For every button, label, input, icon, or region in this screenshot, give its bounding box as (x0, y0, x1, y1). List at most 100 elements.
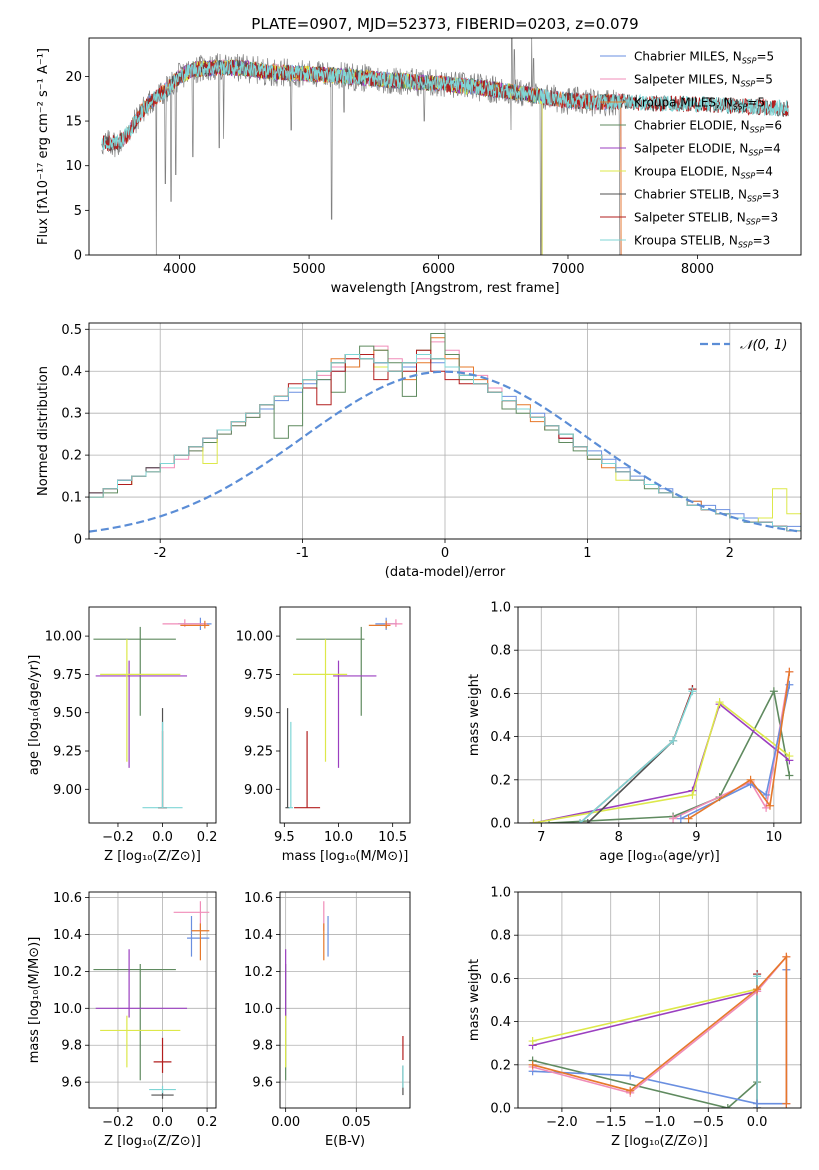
weight-vs-Z-grid (518, 891, 801, 1109)
weight-vs-Z-xtick-label: 0.0 (747, 1115, 768, 1130)
weight-vs-Z-point-marker (528, 1060, 537, 1069)
weight-vs-age-point-marker (688, 687, 697, 696)
residuals-xtick-label: 2 (726, 546, 734, 561)
mass-vs-EBV-grid (280, 892, 410, 1108)
age-vs-mass-xtick-label: 10.0 (324, 830, 353, 845)
spectrum-legend-label: Chabrier MILES, NSSP=5 (634, 50, 774, 66)
age-vs-mass-ytick-label: 9.25 (244, 745, 273, 760)
spectrum-legend-label: Kroupa MILES, NSSP=5 (634, 96, 765, 112)
residuals-ytick-label: 0 (74, 533, 82, 548)
mass-vs-Z-ytick-label: 10.4 (53, 928, 82, 943)
weight-vs-Z-point-marker (753, 972, 762, 981)
age-vs-mass-xtick-label: 9.5 (274, 830, 295, 845)
age-vs-mass-xlabel: mass [log₁₀(M/M⊙)] (282, 849, 409, 864)
weight-vs-age-point-marker (746, 775, 755, 784)
weight-vs-age-point-marker (762, 790, 771, 799)
mass-vs-EBV-ytick-label: 10.2 (244, 965, 273, 980)
spectrum-legend-subscript: SSP (750, 126, 765, 135)
spectrum-legend-subscript: SSP (742, 57, 757, 66)
mass-vs-Z-ytick-label: 10.0 (53, 1002, 82, 1017)
spectrum-legend-subscript: SSP (741, 172, 756, 181)
spectrum-xtick-label: 7000 (551, 262, 584, 277)
mass-vs-Z-ytick-label: 9.8 (61, 1039, 82, 1054)
weight-vs-Z-point-marker (782, 1099, 791, 1108)
spectrum-legend-subscript: SSP (748, 149, 763, 158)
weight-vs-Z-point-marker (723, 1104, 732, 1108)
age-vs-Z-panel: −0.2 0.0 0.2 9.00 9.25 9.50 9.75 10.00 Z [log₁₀(… (27, 617, 217, 864)
spectrum-legend-subscript: SSP (733, 103, 748, 112)
residuals-xlabel: (data-model)/error (385, 565, 506, 580)
residuals-panel: -2 -1 0 1 2 0 0.1 0.2 0.3 0.4 0.5 (data-model)/erro… (36, 323, 801, 580)
weight-vs-Z-point-marker (528, 1037, 537, 1046)
weight-vs-Z-ytick-label: 0.8 (490, 929, 511, 944)
weight-vs-age-ytick-label: 0.6 (490, 687, 511, 702)
residuals-gaussian-curve (89, 370, 801, 533)
weight-vs-age-plot-area (529, 667, 794, 823)
mass-vs-EBV-ytick-label: 9.6 (252, 1076, 273, 1091)
residuals-histogram (89, 354, 801, 532)
spectrum-legend: Chabrier MILES, NSSP=5 Salpeter MILES, NS… (600, 50, 782, 250)
mass-vs-Z-xtick-label: 0.2 (197, 1115, 218, 1130)
spectrum-legend-subscript: SSP (738, 241, 753, 250)
weight-vs-Z-ytick-label: 0.0 (490, 1102, 511, 1117)
weight-vs-Z-series-line (532, 988, 758, 1042)
weight-vs-age-point-marker (765, 801, 774, 810)
age-vs-mass-ytick-label: 9.50 (244, 706, 273, 721)
spectrum-ytick-label: 15 (65, 115, 82, 130)
spectrum-legend-nssp: =5 (747, 96, 765, 110)
weight-vs-age-point-marker (769, 687, 778, 696)
residuals-ytick-label: 0.1 (61, 491, 82, 506)
age-vs-Z-ytick-label: 10.00 (45, 630, 82, 645)
weight-vs-Z-xlabel: Z [log₁₀(Z/Z⊙)] (611, 1134, 708, 1149)
weight-vs-Z-ytick-label: 0.6 (490, 972, 511, 987)
mass-vs-Z-xtick-label: 0.0 (152, 1115, 173, 1130)
mass-vs-EBV-ytick-label: 9.8 (252, 1039, 273, 1054)
age-vs-Z-ytick-label: 9.25 (53, 745, 82, 760)
spectrum-legend-subscript: SSP (746, 218, 761, 227)
spectrum-xtick-label: 8000 (681, 262, 714, 277)
weight-vs-age-point-marker (688, 790, 697, 799)
mass-vs-Z-ytick-label: 10.2 (53, 965, 82, 980)
weight-vs-Z-point-marker (753, 985, 762, 994)
weight-vs-age-series-line (579, 690, 694, 823)
residuals-histogram (89, 349, 801, 532)
spectrum-legend-nssp: =5 (756, 50, 774, 64)
residuals-xtick-label: -1 (296, 546, 309, 561)
spectrum-model-line (119, 59, 622, 255)
mass-vs-Z-ytick-label: 10.6 (53, 891, 82, 906)
weight-vs-age-series-line (533, 702, 790, 823)
spectrum-legend-nssp: =3 (753, 234, 771, 248)
spectrum-legend-subscript: SSP (741, 80, 756, 89)
age-vs-mass-ytick-label: 10.00 (236, 630, 273, 645)
weight-vs-Z-ytick-label: 0.4 (490, 1015, 511, 1030)
mass-vs-Z-plot-area (93, 901, 210, 1099)
age-vs-Z-ytick-label: 9.50 (53, 706, 82, 721)
age-vs-mass-ytick-label: 9.00 (244, 783, 273, 798)
weight-vs-Z-plot-area (528, 952, 791, 1108)
weight-vs-age-point-marker (669, 814, 678, 823)
weight-vs-Z-xtick-label: −1.0 (644, 1115, 676, 1130)
weight-vs-age-series-line (688, 671, 791, 820)
residuals-ytick-label: 0.2 (61, 449, 82, 464)
residuals-ytick-label: 0.3 (61, 407, 82, 422)
age-vs-mass-xtick-label: 10.5 (378, 830, 407, 845)
spectrum-legend-subscript: SSP (747, 195, 762, 204)
residuals-histogram (89, 354, 801, 532)
weight-vs-age-point-marker (676, 814, 685, 823)
spectrum-frame (88, 37, 802, 256)
mass-vs-Z-ylabel: mass [log₁₀(M/M⊙)] (27, 937, 42, 1064)
weight-vs-age-point-marker (583, 819, 592, 823)
weight-vs-age-panel: 7 8 9 10 0.0 0.2 0.4 0.6 0.8 1.0 age [log₁₀(age/yr… (467, 601, 801, 864)
age-vs-Z-xtick-label: 0.0 (152, 830, 173, 845)
age-vs-Z-ytick-label: 9.75 (53, 668, 82, 683)
residuals-histogram (89, 354, 801, 532)
weight-vs-age-ytick-label: 0.4 (490, 730, 511, 745)
age-vs-Z-ylabel: age [log₁₀(age/yr)] (27, 655, 42, 776)
weight-vs-age-xtick-label: 7 (537, 830, 545, 845)
spectrum-model-line (101, 59, 789, 150)
weight-vs-age-xtick-label: 10 (766, 830, 783, 845)
weight-vs-age-ytick-label: 1.0 (490, 601, 511, 616)
spectrum-xtick-label: 5000 (293, 262, 326, 277)
age-vs-mass-panel: 9.5 10.0 10.5 9.00 9.25 9.50 9.75 10.00 mass [lo… (236, 617, 409, 864)
